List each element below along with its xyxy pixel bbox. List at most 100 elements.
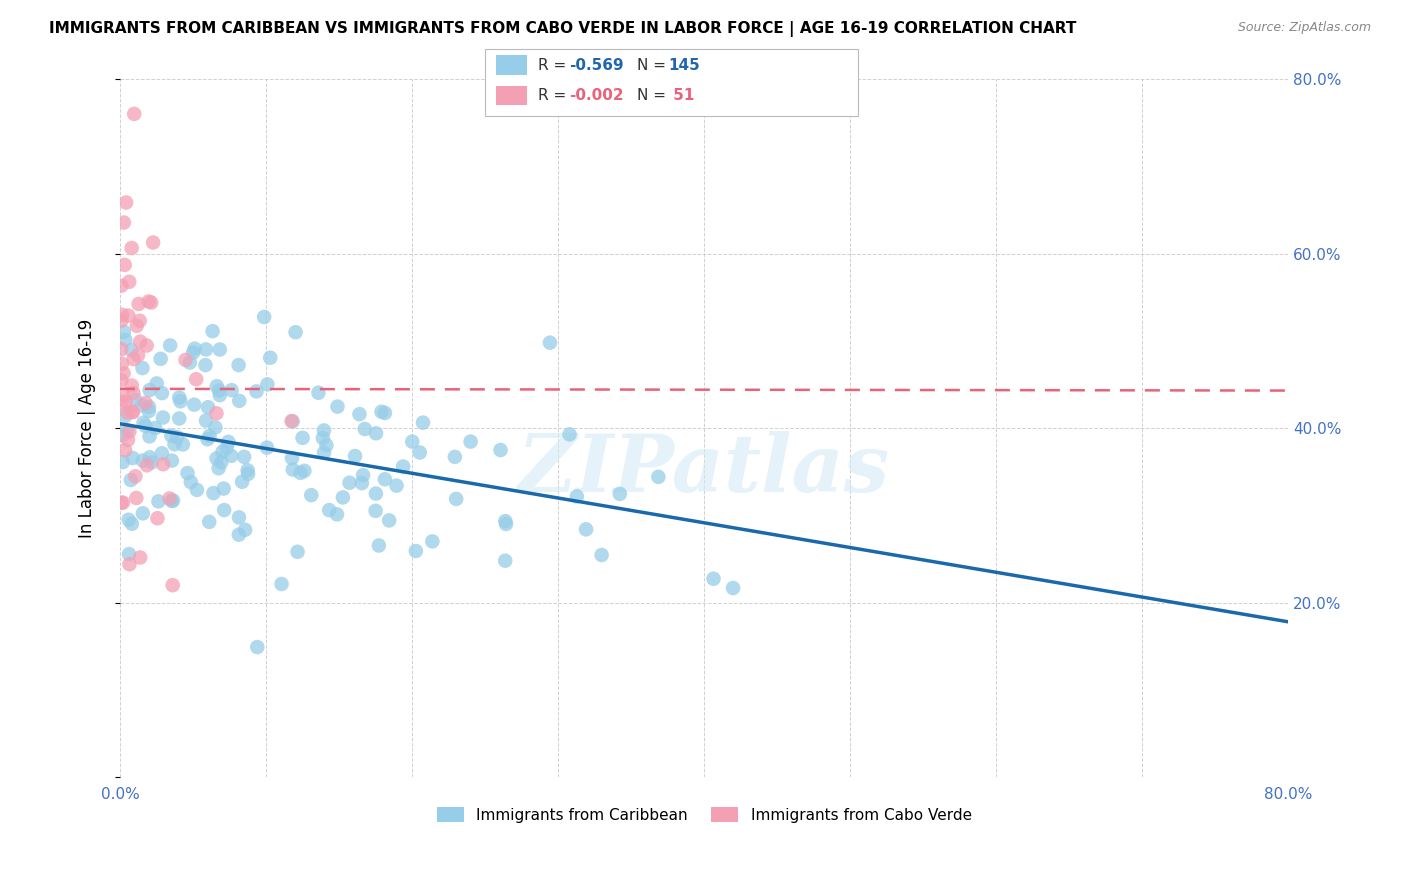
Point (135, 338, 157, 352)
Point (204, 420, 226, 434)
Point (138, 404, 160, 418)
Point (120, 473, 142, 487)
Point (141, 455, 163, 469)
Point (702, 572, 724, 586)
Point (370, 405, 392, 419)
Point (284, 325, 307, 339)
Point (114, 258, 136, 272)
Point (494, 514, 516, 528)
Point (110, 496, 132, 510)
Point (122, 352, 145, 367)
Point (575, 522, 598, 536)
Point (132, 506, 155, 520)
Text: ZIPatlas: ZIPatlas (517, 431, 890, 508)
Point (138, 429, 160, 443)
Point (281, 451, 304, 466)
Text: 145: 145 (668, 58, 700, 72)
Point (281, 414, 304, 428)
Point (131, 361, 153, 376)
Point (128, 297, 150, 311)
Point (121, 516, 143, 531)
Point (231, 475, 253, 489)
Point (444, 450, 467, 464)
Point (117, 433, 139, 447)
Point (124, 469, 146, 483)
Point (221, 383, 243, 397)
Point (205, 406, 228, 420)
Point (162, 578, 184, 592)
Point (152, 457, 174, 471)
Point (312, 446, 335, 460)
Point (233, 450, 256, 464)
Text: -0.002: -0.002 (569, 88, 624, 103)
Point (217, 434, 239, 449)
Point (115, 423, 138, 437)
Point (149, 351, 172, 366)
Point (409, 445, 432, 459)
Point (460, 434, 482, 449)
Point (294, 464, 316, 478)
Point (299, 488, 322, 502)
Point (162, 493, 184, 508)
Point (194, 358, 217, 372)
Point (565, 490, 588, 504)
Point (350, 476, 373, 491)
Point (111, 428, 134, 442)
Point (112, 367, 135, 381)
Point (135, 396, 157, 410)
Point (208, 343, 231, 357)
Point (112, 215, 135, 229)
Point (228, 393, 250, 408)
Point (198, 515, 221, 529)
Point (122, 386, 145, 401)
Point (326, 508, 349, 522)
Point (174, 352, 197, 367)
Y-axis label: In Labor Force | Age 16-19: In Labor Force | Age 16-19 (79, 318, 96, 538)
Point (558, 427, 581, 442)
Point (205, 451, 228, 466)
Point (132, 453, 155, 467)
Point (145, 376, 167, 391)
Point (115, 195, 138, 210)
Point (315, 438, 337, 452)
Point (128, 314, 150, 328)
Point (160, 428, 183, 442)
Text: R =: R = (538, 58, 572, 72)
Point (209, 455, 232, 469)
Text: N =: N = (637, 88, 671, 103)
Point (114, 443, 136, 458)
Point (211, 444, 233, 458)
Point (125, 491, 148, 505)
Text: Source: ZipAtlas.com: Source: ZipAtlas.com (1237, 21, 1371, 34)
Point (422, 534, 444, 549)
Point (163, 437, 186, 451)
Point (179, 355, 201, 369)
Point (236, 467, 259, 481)
Point (138, 450, 160, 465)
Point (127, 348, 149, 362)
Text: -0.569: -0.569 (569, 58, 624, 72)
Point (122, 107, 145, 121)
Point (195, 343, 218, 357)
Point (160, 453, 183, 467)
Point (245, 384, 267, 399)
Point (367, 539, 389, 553)
Point (114, 394, 136, 409)
Point (495, 516, 517, 531)
Point (228, 510, 250, 524)
Point (494, 554, 516, 568)
Point (256, 377, 278, 392)
Point (110, 395, 132, 409)
Point (219, 449, 242, 463)
Point (121, 405, 143, 419)
Point (201, 324, 224, 338)
Point (172, 437, 194, 451)
Point (318, 503, 340, 517)
Point (392, 459, 415, 474)
Point (131, 398, 153, 412)
Point (125, 318, 148, 333)
Point (167, 391, 190, 405)
Point (117, 309, 139, 323)
Point (349, 407, 371, 421)
Point (111, 455, 134, 469)
